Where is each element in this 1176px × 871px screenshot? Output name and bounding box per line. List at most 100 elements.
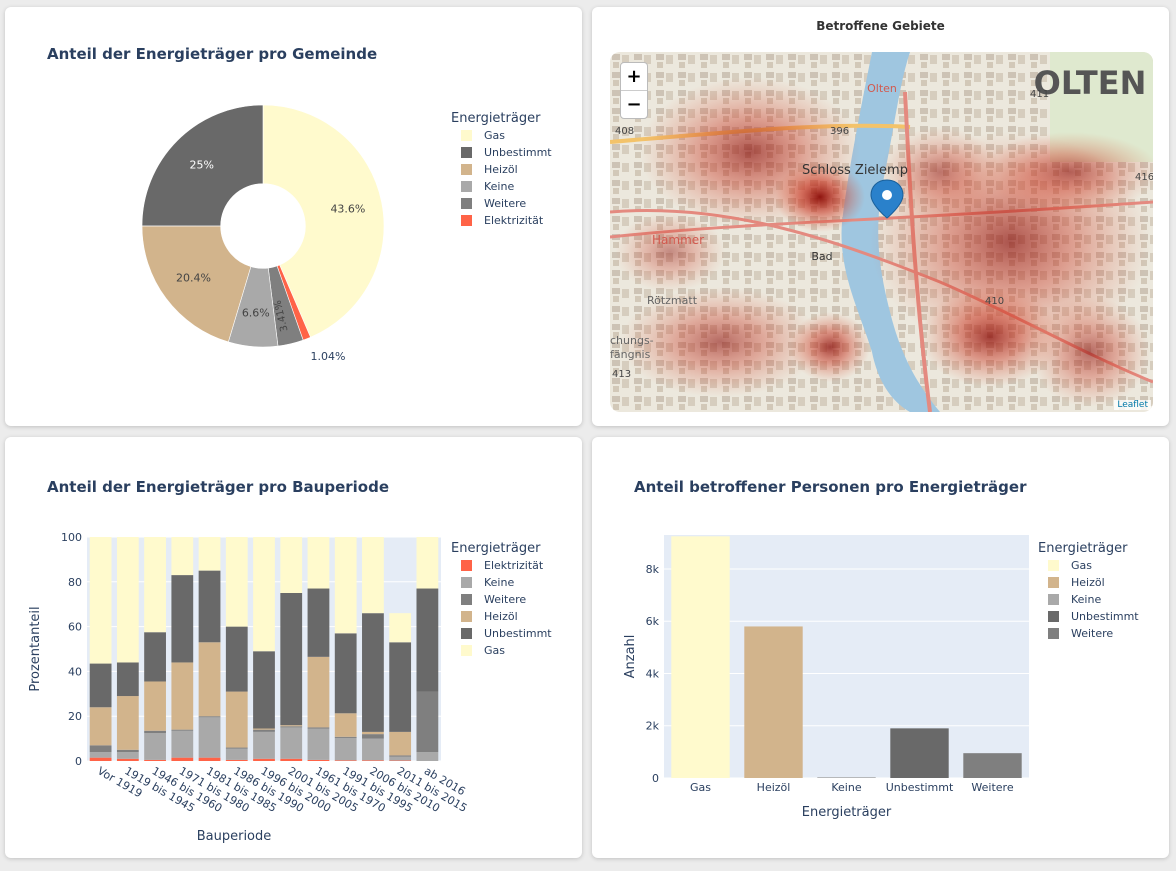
legend-swatch[interactable] xyxy=(461,577,472,588)
legend-swatch[interactable] xyxy=(461,594,472,605)
bar-segment[interactable] xyxy=(334,737,357,761)
bar[interactable] xyxy=(890,728,949,778)
bar-segment[interactable] xyxy=(116,749,139,753)
bar-segment[interactable] xyxy=(198,716,221,718)
bar-segment[interactable] xyxy=(171,537,194,576)
bar-segment[interactable] xyxy=(307,727,330,729)
legend-item[interactable]: Heizöl xyxy=(484,610,518,623)
bar-segment[interactable] xyxy=(198,537,221,571)
bar-segment[interactable] xyxy=(198,757,221,761)
bar-segment[interactable] xyxy=(116,537,139,663)
bar-segment[interactable] xyxy=(280,758,303,761)
bar-segment[interactable] xyxy=(89,537,112,664)
bar-segment[interactable] xyxy=(416,691,439,753)
bar-segment[interactable] xyxy=(307,728,330,760)
legend-swatch[interactable] xyxy=(461,164,472,175)
bar-segment[interactable] xyxy=(225,537,248,627)
bar-segment[interactable] xyxy=(280,537,303,593)
bar-segment[interactable] xyxy=(334,736,357,738)
legend-swatch[interactable] xyxy=(461,611,472,622)
legend-item[interactable]: Weitere xyxy=(484,593,526,606)
bar-segment[interactable] xyxy=(253,651,275,729)
bar-segment[interactable] xyxy=(362,537,384,614)
bar-segment[interactable] xyxy=(362,613,384,732)
legend-item[interactable]: Weitere xyxy=(1071,627,1113,640)
bar-segment[interactable] xyxy=(389,755,412,757)
legend-swatch[interactable] xyxy=(461,215,472,226)
bar[interactable] xyxy=(744,626,803,778)
bar-segment[interactable] xyxy=(416,752,439,761)
bar-segment[interactable] xyxy=(198,642,221,717)
bar-segment[interactable] xyxy=(225,747,248,749)
legend-item[interactable]: Elektrizität xyxy=(484,214,544,227)
bar-segment[interactable] xyxy=(89,752,112,758)
bar-segment[interactable] xyxy=(144,537,166,633)
legend-swatch[interactable] xyxy=(1048,611,1059,622)
bar-segment[interactable] xyxy=(253,729,275,732)
bar-segment[interactable] xyxy=(389,756,412,761)
legend-item[interactable]: Elektrizität xyxy=(484,559,544,572)
bar-segment[interactable] xyxy=(116,758,139,761)
legend-swatch[interactable] xyxy=(1048,577,1059,588)
bar-segment[interactable] xyxy=(116,752,139,759)
bar-segment[interactable] xyxy=(144,733,166,760)
pie-slice[interactable] xyxy=(141,104,264,227)
bar-segment[interactable] xyxy=(334,760,357,761)
bar-segment[interactable] xyxy=(144,681,166,731)
map-marker-icon[interactable] xyxy=(870,179,904,219)
bar-segment[interactable] xyxy=(280,593,303,726)
bar-segment[interactable] xyxy=(280,726,303,728)
bar-segment[interactable] xyxy=(253,758,275,761)
legend-item[interactable]: Weitere xyxy=(484,197,526,210)
bar-segment[interactable] xyxy=(198,717,221,758)
bar-segment[interactable] xyxy=(362,734,384,739)
bar-segment[interactable] xyxy=(253,728,275,730)
legend-swatch[interactable] xyxy=(461,628,472,639)
bar-segment[interactable] xyxy=(307,537,330,589)
legend-swatch[interactable] xyxy=(1048,560,1059,571)
legend-item[interactable]: Gas xyxy=(484,644,505,657)
bar-segment[interactable] xyxy=(171,730,194,758)
bar-segment[interactable] xyxy=(416,537,439,589)
bar-segment[interactable] xyxy=(225,691,248,748)
pie-slice[interactable] xyxy=(141,225,252,343)
map-canvas[interactable]: OLTEN Olten Schloss Zielemp Hammer Bad R… xyxy=(610,52,1153,412)
bar-segment[interactable] xyxy=(198,570,221,643)
bar-segment[interactable] xyxy=(89,707,112,746)
bar-segment[interactable] xyxy=(144,730,166,733)
zoom-out-button[interactable]: − xyxy=(621,90,647,118)
legend-item[interactable]: Heizöl xyxy=(484,163,518,176)
legend-item[interactable]: Heizöl xyxy=(1071,576,1105,589)
bar-segment[interactable] xyxy=(362,760,384,761)
bar-segment[interactable] xyxy=(334,713,357,737)
bar-segment[interactable] xyxy=(334,537,357,634)
legend-item[interactable]: Keine xyxy=(1071,593,1101,606)
pie-slice[interactable] xyxy=(262,104,385,338)
bar-segment[interactable] xyxy=(280,725,303,727)
bar-segment[interactable] xyxy=(253,731,275,759)
legend-swatch[interactable] xyxy=(461,198,472,209)
legend-swatch[interactable] xyxy=(1048,594,1059,605)
bar[interactable] xyxy=(963,753,1022,778)
bar-segment[interactable] xyxy=(171,662,194,730)
bar[interactable] xyxy=(671,536,730,778)
bar[interactable] xyxy=(817,777,876,778)
bar-segment[interactable] xyxy=(307,588,330,657)
leaflet-attribution[interactable]: Leaflet xyxy=(1114,400,1151,410)
legend-swatch[interactable] xyxy=(461,130,472,141)
legend-item[interactable]: Gas xyxy=(1071,559,1092,572)
bar-segment[interactable] xyxy=(389,613,412,643)
bar-segment[interactable] xyxy=(89,757,112,761)
bar-segment[interactable] xyxy=(307,759,330,761)
bar-segment[interactable] xyxy=(225,626,248,692)
legend-item[interactable]: Unbestimmt xyxy=(484,146,552,159)
legend-item[interactable]: Unbestimmt xyxy=(1071,610,1139,623)
bar-segment[interactable] xyxy=(362,731,384,735)
legend-swatch[interactable] xyxy=(461,181,472,192)
bar-segment[interactable] xyxy=(225,748,248,760)
legend-item[interactable]: Gas xyxy=(484,129,505,142)
legend-item[interactable]: Keine xyxy=(484,180,514,193)
zoom-in-button[interactable]: + xyxy=(626,66,642,87)
bar-segment[interactable] xyxy=(362,738,384,761)
bar-segment[interactable] xyxy=(389,731,412,756)
